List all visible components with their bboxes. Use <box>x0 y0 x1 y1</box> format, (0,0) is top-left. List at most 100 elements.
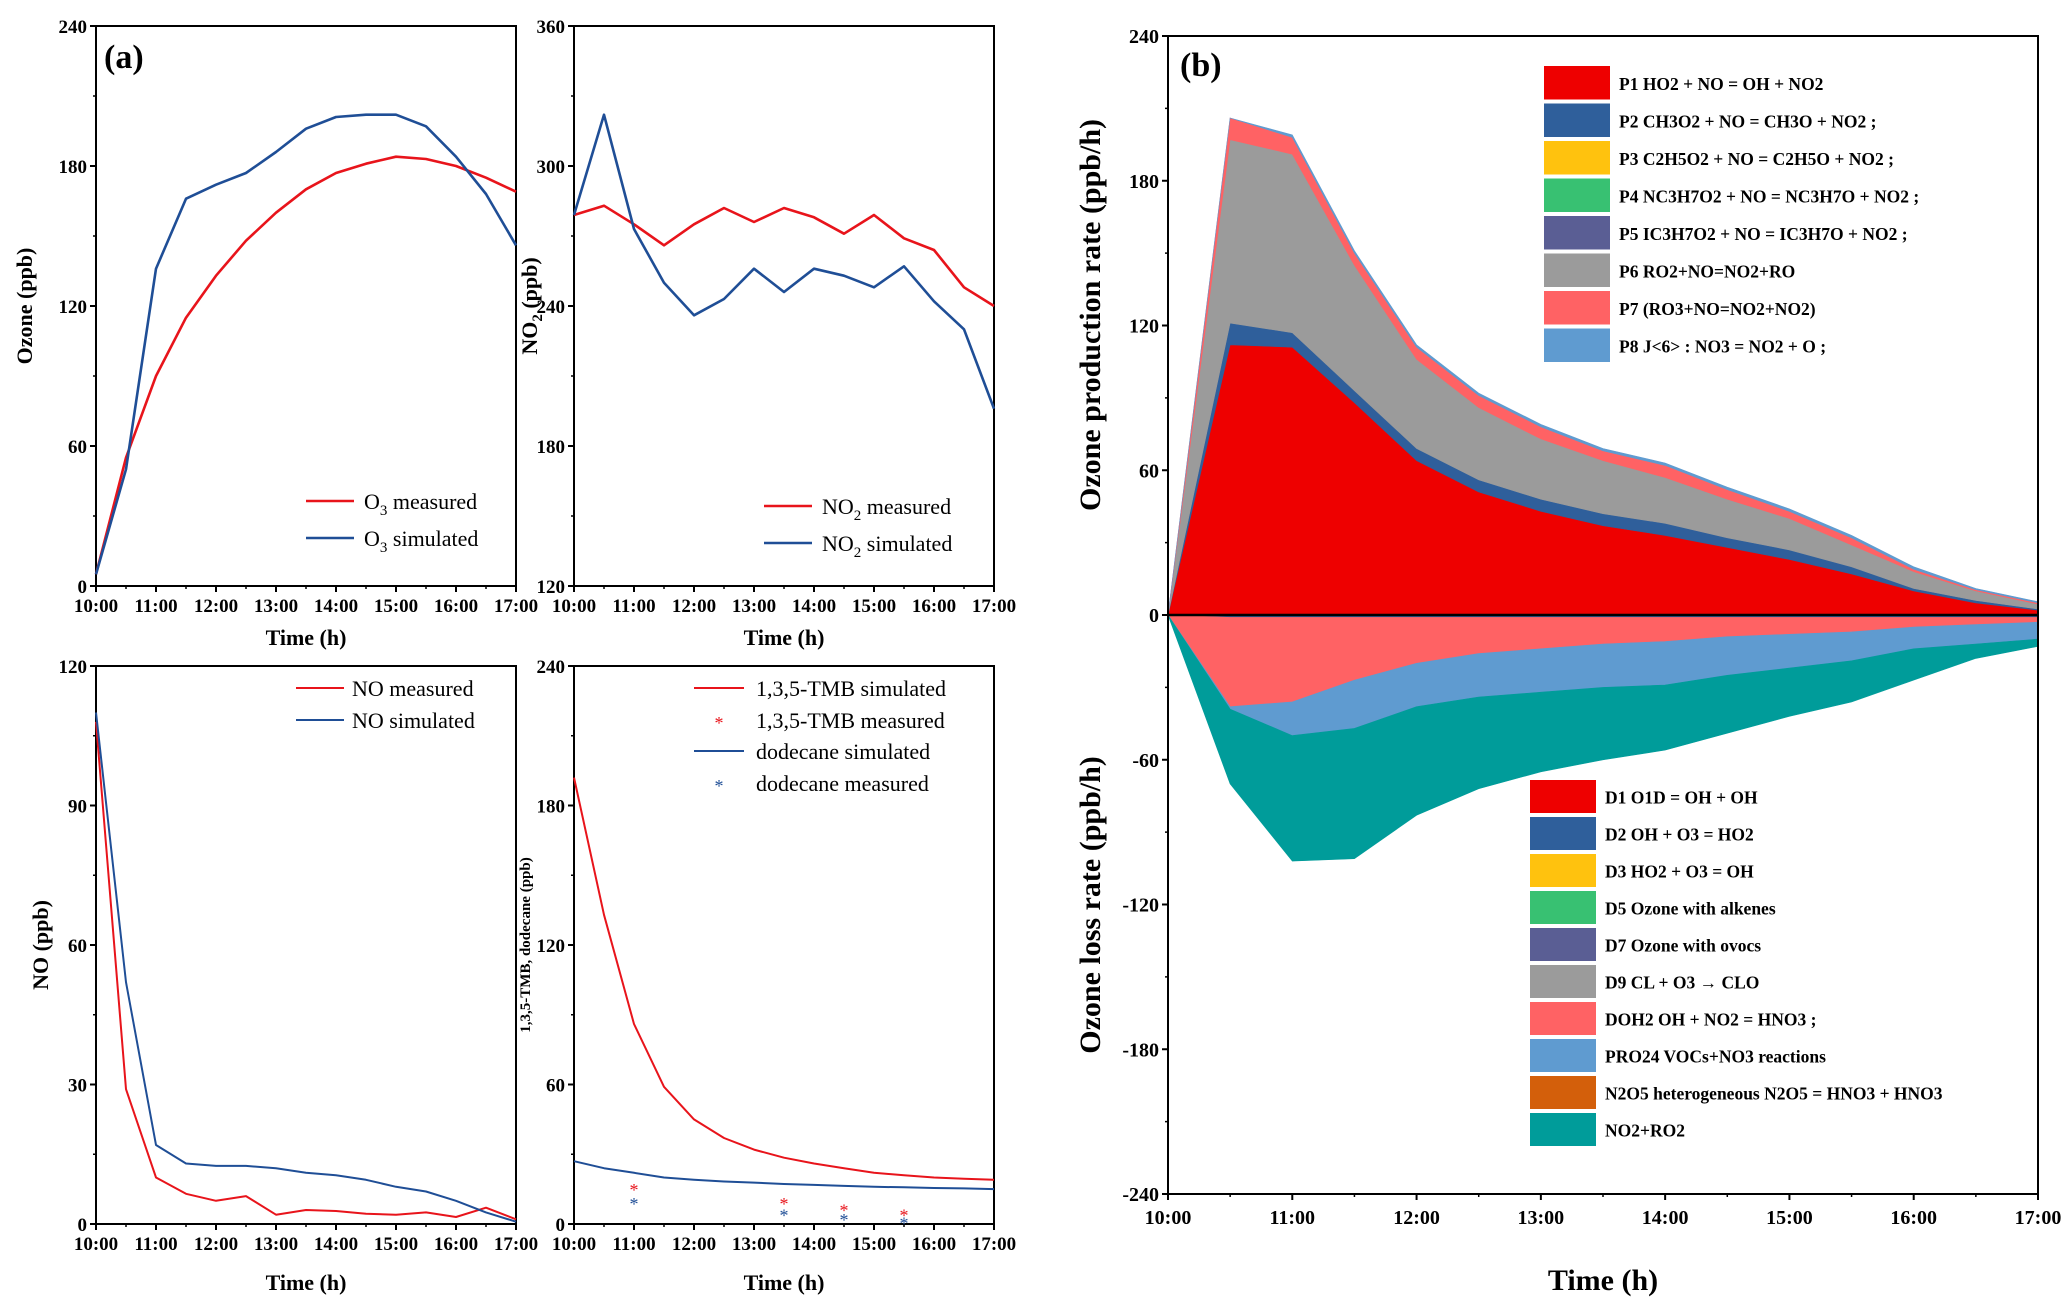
line-series: ** * *** * * <box>94 113 996 1234</box>
budget-y-axis-title-loss: Ozone loss rate (ppb/h) <box>1074 756 1107 1054</box>
budget-ytick-label: 0 <box>1149 605 1159 627</box>
dodecane-simulated-line <box>573 1160 995 1191</box>
ozone-xtick-label: 17:00 <box>494 596 538 617</box>
ozone-legend: O3 measured O3 simulated <box>306 489 478 556</box>
no2-ytick-label: 300 <box>537 157 566 178</box>
budget-xtick-label: 16:00 <box>1890 1207 1937 1229</box>
voc-ytick-label: 180 <box>537 797 566 818</box>
no-y-axis-title: NO (ppb) <box>28 900 53 990</box>
budget-xtick-label: 15:00 <box>1766 1207 1813 1229</box>
voc-x-axis-title: Time (h) <box>744 1270 825 1295</box>
dodecane-measured-point: * <box>840 1210 849 1230</box>
budget-ytick-label: 180 <box>1129 171 1159 193</box>
no-x-axis-title: Time (h) <box>266 1270 347 1295</box>
budget-ytick-label: -240 <box>1122 1184 1159 1206</box>
no-xtick-label: 14:00 <box>314 1234 358 1255</box>
loss-legend-label-d9: D9 CL + O3 → CLO <box>1605 973 1759 993</box>
dodecane-measured-point: * <box>630 1194 639 1214</box>
legend-no-simulated-label: NO simulated <box>352 708 475 733</box>
voc-ytick-label: 0 <box>556 1215 566 1236</box>
budget-xtick-label: 13:00 <box>1518 1207 1565 1229</box>
1-3-5-tmb-measured-point: * <box>840 1201 849 1221</box>
o3-measured-line <box>94 155 517 575</box>
no2-ytick-label: 360 <box>537 17 566 38</box>
production-legend-label-p1: P1 HO2 + NO = OH + NO2 <box>1619 74 1823 94</box>
voc-xtick-label: 16:00 <box>912 1234 956 1255</box>
no2-xtick-label: 11:00 <box>612 596 655 617</box>
voc-ytick-label: 60 <box>546 1076 565 1097</box>
budget-panel: (b) Ozone production rate (ppb/h) Ozone … <box>1074 35 2039 1297</box>
ozone-xtick-label: 16:00 <box>434 596 478 617</box>
loss-legend-label-no2ro2: NO2+RO2 <box>1605 1121 1685 1141</box>
voc-xtick-label: 11:00 <box>612 1234 655 1255</box>
voc-ytick-label: 240 <box>537 657 566 678</box>
ozone-xtick-label: 10:00 <box>74 596 118 617</box>
legend-dodecane-simulated-label: dodecane simulated <box>756 739 930 764</box>
production-legend: P1 HO2 + NO = OH + NO2 P2 CH3O2 + NO = CH… <box>1544 66 1919 362</box>
1-3-5-tmb-simulated-line <box>573 777 995 1181</box>
production-legend-label-p5: P5 IC3H7O2 + NO = IC3H7O + NO2 ; <box>1619 224 1908 244</box>
no-panel: NO (ppb) Time (h) NO measured NO simulat… <box>28 665 517 1295</box>
ozone-xtick-label: 11:00 <box>134 596 177 617</box>
loss-legend-label-pro24: PRO24 VOCs+NO3 reactions <box>1605 1047 1826 1067</box>
axis-ticks: 0 60 120 180 240 10:00 11:00 12:00 13:00 14:00 15:… <box>59 17 2062 1255</box>
loss-legend: D1 O1D = OH + OH D2 OH + O3 = HO2 D3 HO2 +… <box>1530 780 1943 1146</box>
o3-simulated-line <box>94 113 518 575</box>
no-simulated-line <box>95 712 517 1223</box>
production-legend-swatch-p1 <box>1544 66 1610 100</box>
no-ytick-label: 120 <box>59 657 88 678</box>
no-legend: NO measured NO simulated <box>296 676 475 733</box>
loss-legend-swatch-d9 <box>1530 965 1596 998</box>
no-xtick-label: 13:00 <box>254 1234 298 1255</box>
no-xtick-label: 12:00 <box>194 1234 238 1255</box>
ozone-ytick-label: 120 <box>59 297 88 318</box>
production-legend-swatch-p4 <box>1544 178 1610 212</box>
production-legend-label-p3: P3 C2H5O2 + NO = C2H5O + NO2 ; <box>1619 149 1894 169</box>
no2-xtick-label: 17:00 <box>972 596 1016 617</box>
loss-legend-swatch-no2ro2 <box>1530 1113 1596 1146</box>
no-ytick-label: 30 <box>68 1076 87 1097</box>
no-ytick-label: 0 <box>78 1215 88 1236</box>
ozone-ytick-label: 0 <box>78 577 88 598</box>
budget-xtick-label: 14:00 <box>1642 1207 1689 1229</box>
loss-legend-label-d5: D5 Ozone with alkenes <box>1605 899 1776 919</box>
voc-xtick-label: 15:00 <box>852 1234 896 1255</box>
no2-panel: NO2 (ppb) Time (h) NO2 measured NO2 simu… <box>517 25 995 650</box>
ozone-ytick-label: 60 <box>68 437 87 458</box>
production-legend-swatch-p8 <box>1544 328 1610 362</box>
loss-legend-swatch-d2 <box>1530 817 1596 850</box>
legend-tmb-measured-label: 1,3,5-TMB measured <box>756 708 945 733</box>
loss-legend-label-d2: D2 OH + O3 = HO2 <box>1605 825 1754 845</box>
no-xtick-label: 10:00 <box>74 1234 118 1255</box>
voc-panel: 1,3,5-TMB, dodecane (ppb) Time (h) 1,3,5… <box>518 665 995 1295</box>
no2-xtick-label: 14:00 <box>792 596 836 617</box>
voc-xtick-label: 10:00 <box>552 1234 596 1255</box>
no2-ytick-label: 240 <box>537 297 566 318</box>
no2-xtick-label: 10:00 <box>552 596 596 617</box>
voc-legend: 1,3,5-TMB simulated * 1,3,5-TMB measured… <box>694 676 946 796</box>
loss-legend-label-d7: D7 Ozone with ovocs <box>1605 936 1761 956</box>
ozone-panel: (a) Ozone (ppb) Time (h) O3 measured O3 … <box>12 25 517 650</box>
voc-xtick-label: 14:00 <box>792 1234 836 1255</box>
budget-ytick-label: -60 <box>1132 750 1159 772</box>
no2-measured-line <box>573 204 995 308</box>
legend-o3-simulated-label: O3 simulated <box>364 526 478 556</box>
legend-no2-simulated-label: NO2 simulated <box>822 531 952 561</box>
loss-legend-swatch-d7 <box>1530 928 1596 961</box>
no-ytick-label: 60 <box>68 936 87 957</box>
production-legend-label-p2: P2 CH3O2 + NO = CH3O + NO2 ; <box>1619 111 1876 131</box>
no2-xtick-label: 16:00 <box>912 596 956 617</box>
no2-ytick-label: 120 <box>537 577 566 598</box>
ozone-xtick-label: 12:00 <box>194 596 238 617</box>
no2-x-axis-title: Time (h) <box>744 625 825 650</box>
production-legend-swatch-p7 <box>1544 291 1610 325</box>
budget-ytick-label: -120 <box>1122 895 1159 917</box>
loss-legend-swatch-doh2 <box>1530 1002 1596 1035</box>
legend-dodecane-measured-star: * <box>715 776 724 796</box>
no-xtick-label: 16:00 <box>434 1234 478 1255</box>
production-legend-label-p8: P8 J<6> : NO3 = NO2 + O ; <box>1619 336 1826 356</box>
budget-x-axis-title: Time (h) <box>1548 1264 1658 1297</box>
dodecane-measured-point: * <box>780 1205 789 1225</box>
ozone-ytick-label: 240 <box>59 17 88 38</box>
